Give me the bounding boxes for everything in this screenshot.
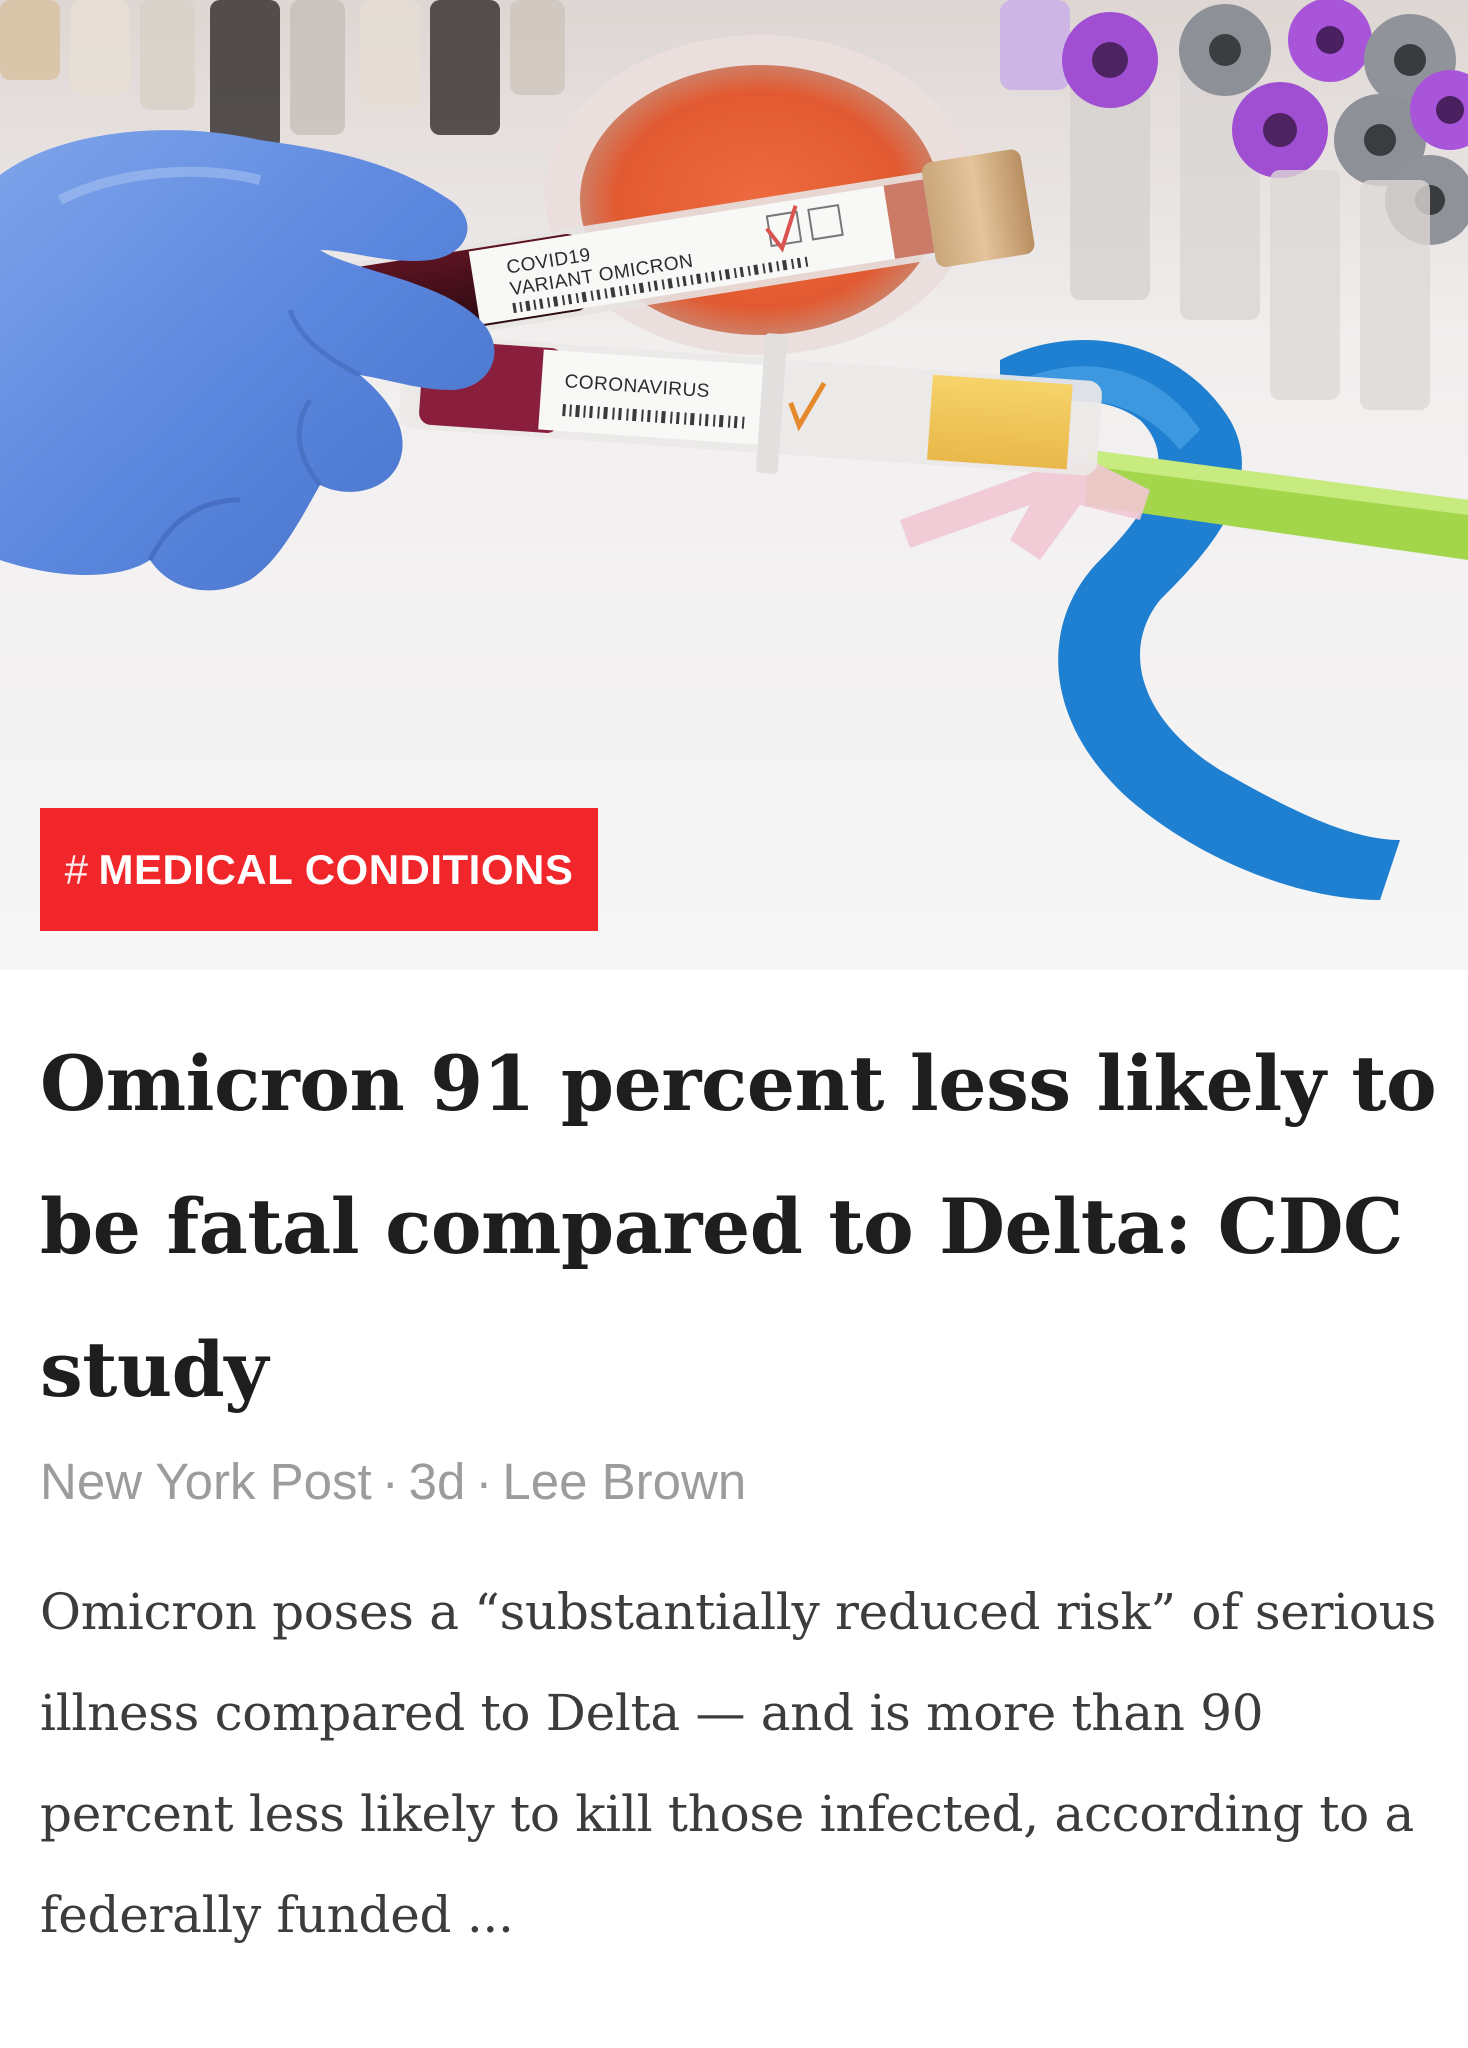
- category-tag[interactable]: # MEDICAL CONDITIONS: [40, 808, 598, 931]
- article-summary: Omicron poses a “substantially reduced r…: [40, 1583, 1436, 1944]
- meta-separator: ·: [381, 1453, 399, 1510]
- article-headline[interactable]: Omicron 91 percent less likely to be fat…: [40, 1039, 1437, 1414]
- author-name[interactable]: Lee Brown: [502, 1453, 747, 1510]
- meta-separator: ·: [475, 1453, 493, 1510]
- article-age: 3d: [408, 1453, 466, 1510]
- article-image[interactable]: COVID19 VARIANT OMICRON: [0, 0, 1468, 970]
- category-tag-label: MEDICAL CONDITIONS: [98, 845, 574, 893]
- hashtag-icon: #: [64, 845, 89, 893]
- lab-photo: COVID19 VARIANT OMICRON: [0, 0, 1468, 970]
- article-meta: New York Post · 3d · Lee Brown: [40, 1452, 1440, 1511]
- source-name[interactable]: New York Post: [40, 1453, 372, 1510]
